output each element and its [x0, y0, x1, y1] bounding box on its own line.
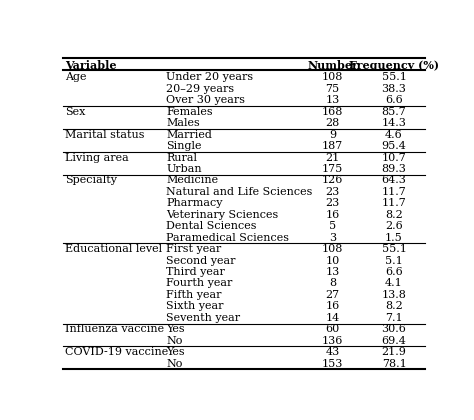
Text: Pharmacy: Pharmacy [166, 198, 223, 208]
Text: 69.4: 69.4 [382, 336, 406, 346]
Text: 5: 5 [329, 221, 336, 231]
Text: 14: 14 [325, 313, 339, 323]
Text: 108: 108 [322, 244, 343, 254]
Text: Second year: Second year [166, 255, 236, 265]
Text: 126: 126 [322, 176, 343, 185]
Text: COVID-19 vaccine: COVID-19 vaccine [65, 347, 168, 357]
Text: Married: Married [166, 130, 212, 139]
Text: 8: 8 [329, 278, 336, 289]
Text: Urban: Urban [166, 164, 202, 174]
Text: 13.8: 13.8 [382, 290, 406, 300]
Text: 168: 168 [322, 107, 343, 117]
Text: 55.1: 55.1 [382, 244, 406, 254]
Text: 187: 187 [322, 141, 343, 151]
Text: Veterinary Sciences: Veterinary Sciences [166, 210, 278, 220]
Text: Under 20 years: Under 20 years [166, 72, 253, 82]
Text: 85.7: 85.7 [382, 107, 406, 117]
Text: Males: Males [166, 118, 200, 128]
Text: 6.6: 6.6 [385, 267, 403, 277]
Text: 8.2: 8.2 [385, 302, 403, 311]
Text: 9: 9 [329, 130, 336, 139]
Text: 7.1: 7.1 [385, 313, 403, 323]
Text: 78.1: 78.1 [382, 359, 406, 369]
Text: 27: 27 [326, 290, 339, 300]
Text: 4.1: 4.1 [385, 278, 403, 289]
Text: Natural and Life Sciences: Natural and Life Sciences [166, 187, 312, 197]
Text: 2.6: 2.6 [385, 221, 403, 231]
Text: Dental Sciences: Dental Sciences [166, 221, 256, 231]
Text: 75: 75 [326, 84, 339, 94]
Text: Variable: Variable [65, 60, 116, 71]
Text: 5.1: 5.1 [385, 255, 403, 265]
Text: Over 30 years: Over 30 years [166, 95, 245, 105]
Text: Fourth year: Fourth year [166, 278, 232, 289]
Text: 4.6: 4.6 [385, 130, 403, 139]
Text: 30.6: 30.6 [382, 324, 406, 334]
Text: 23: 23 [325, 187, 339, 197]
Text: 43: 43 [325, 347, 339, 357]
Text: 16: 16 [325, 210, 339, 220]
Text: 14.3: 14.3 [382, 118, 406, 128]
Text: 55.1: 55.1 [382, 72, 406, 82]
Text: Third year: Third year [166, 267, 225, 277]
Text: Sex: Sex [65, 107, 85, 117]
Text: No: No [166, 359, 182, 369]
Text: 1.5: 1.5 [385, 233, 403, 243]
Text: Frequency (%): Frequency (%) [349, 60, 439, 71]
Text: 136: 136 [322, 336, 343, 346]
Text: 13: 13 [325, 267, 339, 277]
Text: 28: 28 [325, 118, 339, 128]
Text: 153: 153 [322, 359, 343, 369]
Text: 64.3: 64.3 [382, 176, 406, 185]
Text: Number: Number [307, 60, 358, 71]
Text: 95.4: 95.4 [382, 141, 406, 151]
Text: Living area: Living area [65, 152, 128, 163]
Text: 13: 13 [325, 95, 339, 105]
Text: 3: 3 [329, 233, 336, 243]
Text: 10: 10 [325, 255, 339, 265]
Text: No: No [166, 336, 182, 346]
Text: 23: 23 [325, 198, 339, 208]
Text: Specialty: Specialty [65, 176, 117, 185]
Text: 20–29 years: 20–29 years [166, 84, 234, 94]
Text: First year: First year [166, 244, 221, 254]
Text: 11.7: 11.7 [382, 198, 406, 208]
Text: 11.7: 11.7 [382, 187, 406, 197]
Text: 38.3: 38.3 [382, 84, 406, 94]
Text: 6.6: 6.6 [385, 95, 403, 105]
Text: 175: 175 [322, 164, 343, 174]
Text: 60: 60 [325, 324, 339, 334]
Text: Paramedical Sciences: Paramedical Sciences [166, 233, 289, 243]
Text: Medicine: Medicine [166, 176, 218, 185]
Text: Yes: Yes [166, 324, 185, 334]
Text: Age: Age [65, 72, 86, 82]
Text: Sixth year: Sixth year [166, 302, 224, 311]
Text: Seventh year: Seventh year [166, 313, 240, 323]
Text: 10.7: 10.7 [382, 152, 406, 163]
Text: 108: 108 [322, 72, 343, 82]
Text: Influenza vaccine: Influenza vaccine [65, 324, 164, 334]
Text: 21: 21 [325, 152, 339, 163]
Text: 16: 16 [325, 302, 339, 311]
Text: Yes: Yes [166, 347, 185, 357]
Text: Single: Single [166, 141, 201, 151]
Text: Rural: Rural [166, 152, 197, 163]
Text: 21.9: 21.9 [382, 347, 406, 357]
Text: Marital status: Marital status [65, 130, 144, 139]
Text: Fifth year: Fifth year [166, 290, 221, 300]
Text: 89.3: 89.3 [382, 164, 406, 174]
Text: Females: Females [166, 107, 213, 117]
Text: Educational level: Educational level [65, 244, 162, 254]
Text: 8.2: 8.2 [385, 210, 403, 220]
